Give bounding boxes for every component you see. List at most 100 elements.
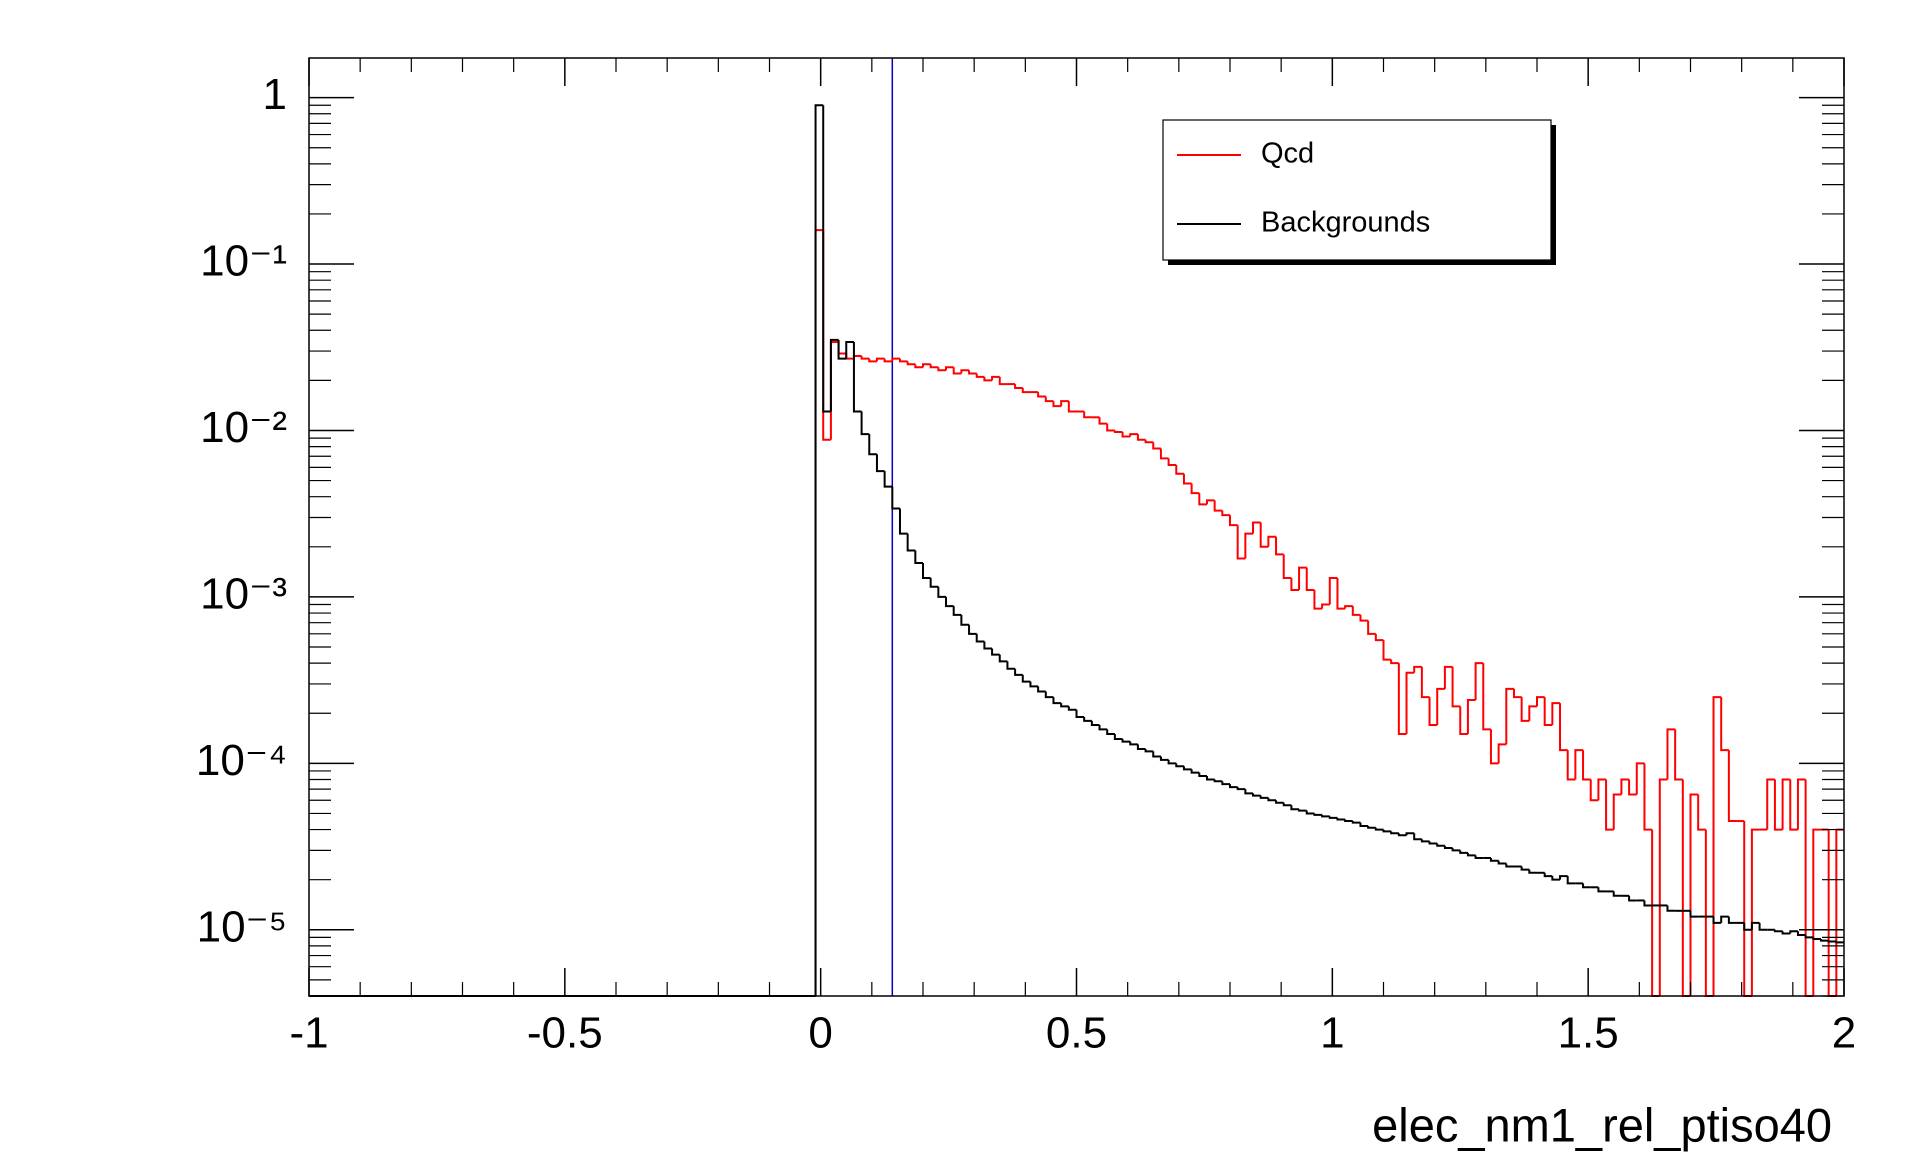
histogram-bin — [1205, 775, 1215, 781]
histogram-bin — [1612, 793, 1622, 830]
histogram-bin — [1098, 724, 1108, 731]
histogram-bin — [929, 364, 939, 369]
histogram-bin — [914, 550, 923, 564]
histogram-bin — [1758, 922, 1768, 931]
histogram-bin — [1290, 805, 1300, 811]
histogram-bin — [975, 633, 985, 643]
histogram-bin — [1628, 895, 1637, 902]
legend: Qcd Backgrounds — [1162, 119, 1556, 265]
histogram-bin — [1060, 400, 1069, 407]
histogram-bin — [1505, 863, 1514, 868]
histogram-bin — [1367, 826, 1376, 829]
histogram-bin — [1236, 525, 1246, 560]
histogram-bin — [1014, 668, 1023, 676]
histogram-series — [309, 104, 1844, 997]
histogram-bin — [1835, 941, 1844, 944]
histogram-bin — [1221, 510, 1230, 517]
histogram-bin — [1236, 787, 1246, 791]
histogram-bin — [937, 367, 947, 372]
histogram-bin — [1374, 827, 1384, 831]
histogram-bin — [1643, 900, 1653, 907]
histogram-bin — [883, 358, 893, 363]
histogram-bin — [1144, 439, 1154, 444]
histogram-bin — [1175, 465, 1184, 475]
histogram-bin — [1750, 828, 1760, 996]
histogram-bin — [1428, 841, 1438, 845]
histogram-bin — [1727, 750, 1737, 823]
histogram-bin — [1167, 458, 1177, 467]
histogram-bin — [1029, 681, 1039, 688]
histogram-bin — [1559, 875, 1568, 880]
histogram-bin — [1451, 666, 1461, 708]
histogram-bin — [1520, 697, 1530, 722]
histogram-bin — [1198, 772, 1207, 777]
histogram-bin — [1067, 401, 1077, 413]
histogram-bin — [906, 361, 916, 366]
histogram-bin — [883, 471, 893, 488]
histogram-bin — [891, 357, 900, 362]
histogram-bin — [845, 341, 854, 359]
histogram-bin — [1267, 535, 1277, 547]
histogram-bin — [1827, 940, 1837, 943]
histogram-bin — [1397, 663, 1407, 736]
histogram-bin — [1674, 729, 1683, 781]
histogram-bin — [960, 614, 970, 626]
histogram-bin — [1213, 500, 1223, 512]
y-tick-label: 10⁻² — [200, 403, 287, 452]
histogram-bin — [1489, 729, 1499, 765]
histogram-bin — [1305, 810, 1315, 815]
histogram-bin — [1267, 797, 1277, 802]
histogram-bin — [1113, 430, 1123, 433]
legend-label: Backgrounds — [1261, 207, 1430, 239]
histogram-bin — [1528, 705, 1537, 721]
histogram-bin — [1298, 809, 1307, 812]
histogram-bin — [1175, 763, 1184, 768]
histogram-bin — [1205, 499, 1215, 505]
histogram-bin — [906, 533, 916, 552]
histogram-bin — [1512, 688, 1522, 699]
x-tick-label: -0.5 — [527, 1009, 603, 1058]
histogram-bin — [829, 338, 839, 412]
histogram-bin — [1252, 793, 1261, 797]
histogram-bin — [1129, 433, 1138, 437]
histogram-bin — [1021, 387, 1031, 394]
histogram-bin — [1259, 795, 1269, 799]
histogram-bin — [891, 486, 900, 510]
histogram-bin — [1520, 866, 1530, 871]
histogram-bin — [1313, 813, 1323, 816]
histogram-bin — [1121, 431, 1131, 438]
histogram-bin — [968, 624, 977, 635]
histogram-bin — [1275, 536, 1284, 556]
histogram-bin — [1635, 762, 1645, 795]
histogram-bin — [852, 342, 862, 413]
histogram-bin — [1275, 800, 1284, 804]
histogram-bin — [1106, 729, 1115, 736]
histogram-bin — [1136, 744, 1146, 750]
histogram-bin — [1666, 905, 1676, 912]
y-tick-label: 1 — [263, 70, 287, 119]
histogram-bin — [875, 357, 885, 362]
histogram-bin — [1390, 659, 1399, 665]
histogram-bin — [1144, 748, 1154, 753]
histogram-bin — [1582, 750, 1591, 781]
histogram-bin — [1582, 883, 1591, 889]
histogram-bin — [1021, 674, 1031, 683]
histogram-bin — [1605, 779, 1614, 831]
histogram-bin — [1773, 929, 1783, 933]
histogram-bin — [1052, 401, 1062, 408]
histogram-bin — [1006, 661, 1016, 670]
histogram-bin — [914, 364, 923, 369]
histogram-bin — [1489, 857, 1499, 862]
histogram-bin — [1090, 720, 1100, 726]
histogram-bin — [1344, 819, 1353, 823]
histogram-bin — [1566, 876, 1576, 885]
histogram-bin — [1259, 522, 1269, 548]
histogram-bin — [1474, 662, 1484, 701]
histogram-bin — [1382, 829, 1392, 833]
histogram-bin — [1750, 921, 1760, 930]
histogram-bin — [1428, 697, 1438, 726]
histogram-bin — [1727, 916, 1737, 924]
histogram-bin — [960, 369, 970, 374]
histogram-bin — [1497, 860, 1507, 865]
